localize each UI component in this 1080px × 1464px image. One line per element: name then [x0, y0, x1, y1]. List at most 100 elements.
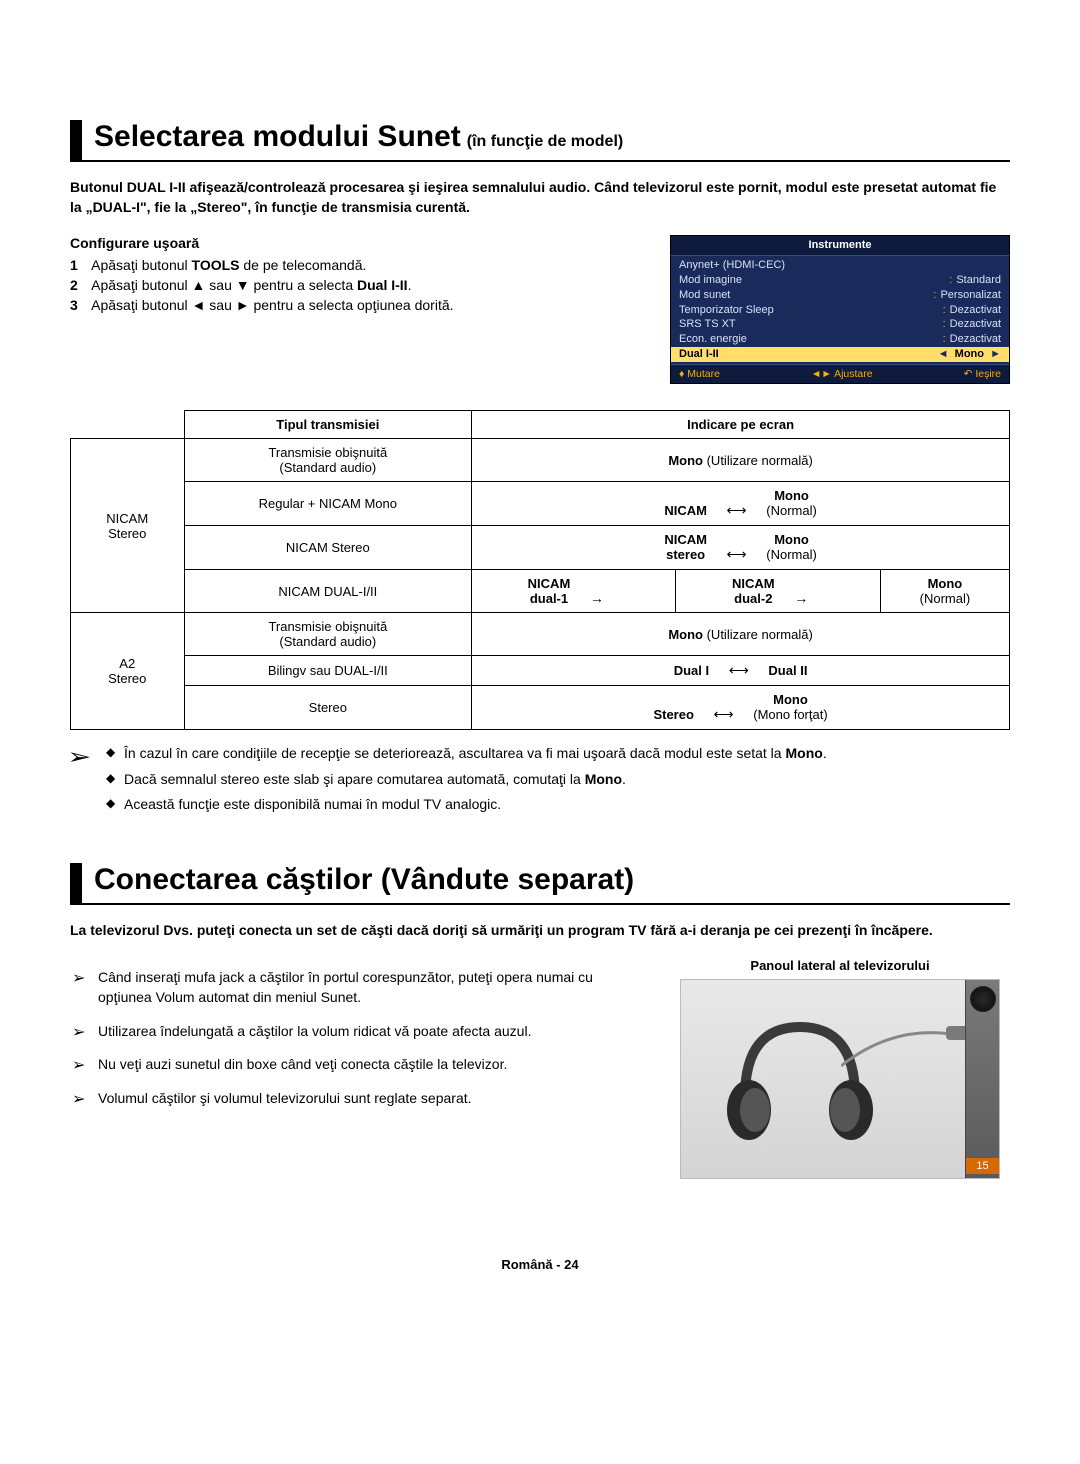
osd-value: Dezactivat — [950, 304, 1001, 316]
table-row: NICAM DUAL-I/II NICAMdual-1 → NICAMdual-… — [71, 570, 1010, 613]
osd-foot-move: ♦ Mutare — [679, 367, 720, 381]
section-title-2: Conectarea căştilor (Vândute separat) — [70, 863, 1010, 905]
table-cell: Transmisie obişnuită(Standard audio) — [184, 439, 472, 482]
table-cell: Mono (Utilizare normală) — [472, 439, 1010, 482]
note-item: Utilizarea îndelungată a căştilor la vol… — [98, 1022, 650, 1042]
osd-colon: : — [929, 289, 940, 301]
step-num: 3 — [70, 297, 88, 313]
table-cell: NICAMdual-2 → — [676, 570, 880, 613]
osd-colon: : — [939, 333, 950, 345]
section-title-main: Conectarea căştilor (Vândute separat) — [94, 863, 634, 897]
cell-text: NICAM — [664, 532, 707, 547]
cell-text: (Standard audio) — [279, 634, 376, 649]
table-cell: Mono(Normal) — [880, 570, 1009, 613]
table-corner — [71, 411, 185, 439]
cell-text: (Standard audio) — [279, 460, 376, 475]
cell-text: (Mono forţat) — [753, 707, 827, 722]
table-row: A2 Stereo Transmisie obişnuită(Standard … — [71, 613, 1010, 656]
footnote-text: Dacă semnalul stereo este slab şi apare … — [124, 771, 626, 787]
table-cell: NICAM DUAL-I/II — [184, 570, 472, 613]
table-row: Regular + NICAM Mono NICAM ⟷ Mono(Normal… — [71, 482, 1010, 526]
step-item: 2 Apăsaţi butonul ▲ sau ▼ pentru a selec… — [70, 277, 650, 293]
table-cell: Stereo ⟷ Mono(Mono forţat) — [472, 686, 1010, 730]
right-arrow-icon: → — [778, 590, 824, 606]
table-cell: Regular + NICAM Mono — [184, 482, 472, 526]
cell-text: Dual I — [674, 663, 709, 678]
osd-value: Dezactivat — [950, 318, 1001, 330]
step-text: Apăsaţi butonul ◄ sau ► pentru a selecta… — [91, 297, 453, 313]
panel-strip: 15 — [965, 980, 999, 1178]
osd-row: Mod sunet:Personalizat — [679, 288, 1001, 303]
osd-title: Instrumente — [671, 236, 1009, 256]
headphone-notes: Când inseraţi mufa jack a căştilor în po… — [70, 968, 650, 1108]
table-cell: Dual I ⟷ Dual II — [472, 656, 1010, 686]
cell-text: stereo — [666, 547, 705, 562]
headphone-port-icon — [970, 986, 996, 1012]
table-cell: NICAM Stereo — [184, 526, 472, 570]
osd-label: Mod imagine — [679, 273, 742, 288]
cell-text: Mono — [774, 532, 809, 547]
table-cell: Transmisie obişnuită(Standard audio) — [184, 613, 472, 656]
osd-row: Anynet+ (HDMI-CEC) — [679, 258, 1001, 273]
config-heading: Configurare uşoară — [70, 235, 650, 251]
osd-row: SRS TS XT:Dezactivat — [679, 317, 1001, 332]
footnote-item: În cazul în care condiţiile de recepţie … — [124, 744, 1010, 764]
table-head-screen: Indicare pe ecran — [472, 411, 1010, 439]
step-bold: TOOLS — [192, 257, 240, 273]
table-cell: Stereo — [184, 686, 472, 730]
osd-value: Standard — [956, 274, 1001, 286]
footnote-item: Această funcţie este disponibilă numai î… — [124, 795, 1010, 815]
section-title-main: Selectarea modului Sunet — [94, 120, 461, 154]
step-text: . — [408, 277, 412, 293]
cell-text: (Normal) — [920, 591, 971, 606]
left-arrow-icon: ◄ — [938, 348, 949, 360]
footnote-text: În cazul în care condiţiile de recepţie … — [124, 745, 827, 761]
bidir-arrow-icon: ⟷ — [698, 706, 750, 723]
osd-label: Temporizator Sleep — [679, 303, 774, 318]
audio-mode-table: Tipul transmisiei Indicare pe ecran NICA… — [70, 410, 1010, 730]
panel-title: Panoul lateral al televizorului — [670, 958, 1010, 973]
osd-value: Personalizat — [940, 289, 1001, 301]
cell-text: Mono — [774, 488, 809, 503]
hand-pointer-icon: ➢ — [67, 744, 91, 770]
note-item: Nu veţi auzi sunetul din boxe când veţi … — [98, 1055, 650, 1075]
table-row: Bilingv sau DUAL-I/II Dual I ⟷ Dual II — [71, 656, 1010, 686]
osd-colon: : — [945, 274, 956, 286]
section-title-1: Selectarea modului Sunet (în funcţie de … — [70, 120, 1010, 162]
table-group-a2: A2 Stereo — [71, 613, 185, 730]
osd-value: Dezactivat — [950, 333, 1001, 345]
step-bold: Dual I-II — [357, 277, 408, 293]
osd-colon: : — [939, 318, 950, 330]
bidir-arrow-icon: ⟷ — [711, 546, 763, 563]
cell-text: Transmisie obişnuită — [268, 619, 387, 634]
cell-text: NICAM — [732, 576, 775, 591]
note-item: Când inseraţi mufa jack a căştilor în po… — [98, 968, 650, 1007]
osd-panel: Instrumente Anynet+ (HDMI-CEC) Mod imagi… — [670, 235, 1010, 384]
step-item: 3 Apăsaţi butonul ◄ sau ► pentru a selec… — [70, 297, 650, 313]
right-arrow-icon: → — [574, 590, 620, 606]
osd-row-selected: Dual I-II ◄ Mono ► — [671, 347, 1009, 362]
intro-1: Butonul DUAL I-II afişează/controlează p… — [70, 178, 1010, 217]
section-title-sub: (în funcţie de model) — [467, 133, 623, 151]
table-cell: NICAMstereo ⟷ Mono(Normal) — [472, 526, 1010, 570]
footnote-item: Dacă semnalul stereo este slab şi apare … — [124, 770, 1010, 790]
osd-foot-exit: ↶ Ieşire — [964, 367, 1001, 381]
osd-label: Anynet+ (HDMI-CEC) — [679, 258, 785, 273]
osd-label: Dual I-II — [679, 347, 719, 362]
osd-row: Mod imagine:Standard — [679, 273, 1001, 288]
step-text: Apăsaţi butonul ▲ sau ▼ pentru a selecta — [91, 277, 357, 293]
table-head-type: Tipul transmisiei — [184, 411, 472, 439]
table-cell: NICAMdual-1 → — [472, 570, 676, 613]
table-row: NICAM Stereo NICAMstereo ⟷ Mono(Normal) — [71, 526, 1010, 570]
table-row: NICAM Stereo Transmisie obişnuită(Standa… — [71, 439, 1010, 482]
port-badge: 15 — [966, 1158, 999, 1174]
table-row: Stereo Stereo ⟷ Mono(Mono forţat) — [71, 686, 1010, 730]
osd-foot-adjust: ◄► Ajustare — [811, 367, 873, 381]
cell-text: dual-2 — [734, 591, 772, 606]
table-group-nicam: NICAM Stereo — [71, 439, 185, 613]
osd-row: Econ. energie:Dezactivat — [679, 332, 1001, 347]
osd-label: Mod sunet — [679, 288, 730, 303]
osd-footer: ♦ Mutare ◄► Ajustare ↶ Ieşire — [671, 364, 1009, 383]
cell-text: Stereo — [653, 707, 693, 722]
step-item: 1 Apăsaţi butonul TOOLS de pe telecomand… — [70, 257, 650, 273]
